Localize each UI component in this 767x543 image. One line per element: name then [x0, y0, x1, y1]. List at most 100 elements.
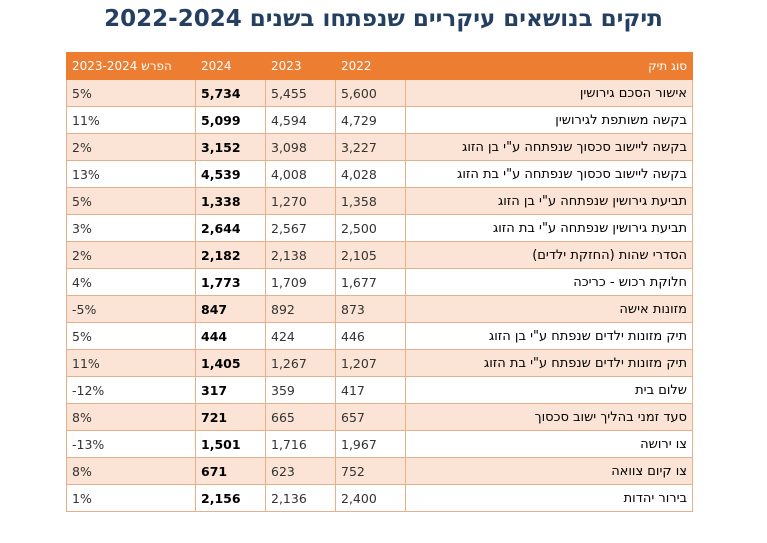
row-value-2023: 2,138: [265, 241, 336, 269]
row-value-2022: 1,967: [335, 430, 406, 458]
header-category: סוג תיק: [405, 52, 693, 80]
row-value-2022: 3,227: [335, 133, 406, 161]
row-category: בקשה ליישוב סכסוך שנפתחה ע"י בן הזוג: [405, 133, 693, 161]
row-diff: 1%: [66, 484, 196, 512]
row-category: בירור יהדות: [405, 484, 693, 512]
row-value-2022: 1,358: [335, 187, 406, 215]
row-diff: -5%: [66, 295, 196, 323]
row-category: תיק מזונות ילדים שנפתח ע"י בן הזוג: [405, 322, 693, 350]
table-row: בקשה משותפת לגירושין 4,729 4,594 5,099 11%: [66, 106, 693, 134]
table-row: בקשה ליישוב סכסוך שנפתחה ע"י בת הזוג 4,02…: [66, 160, 693, 188]
row-diff: 3%: [66, 214, 196, 242]
row-value-2022: 4,729: [335, 106, 406, 134]
row-value-2022: 417: [335, 376, 406, 404]
row-category: שלום בית: [405, 376, 693, 404]
row-value-2024: 1,773: [195, 268, 266, 296]
row-diff: -12%: [66, 376, 196, 404]
table-row: שלום בית 417 359 317 -12%: [66, 376, 693, 404]
row-value-2024: 2,644: [195, 214, 266, 242]
table-row: מזונות אישה 873 892 847 -5%: [66, 295, 693, 323]
row-value-2023: 2,136: [265, 484, 336, 512]
row-value-2022: 873: [335, 295, 406, 323]
header-2024: 2024: [195, 52, 266, 80]
row-value-2022: 1,207: [335, 349, 406, 377]
row-value-2022: 4,028: [335, 160, 406, 188]
row-category: חלוקת רכוש - כריכה: [405, 268, 693, 296]
row-value-2024: 2,156: [195, 484, 266, 512]
row-value-2022: 2,105: [335, 241, 406, 269]
row-category: תביעת גירושין שנפתחה ע"י בת הזוג: [405, 214, 693, 242]
row-diff: 11%: [66, 349, 196, 377]
row-value-2023: 1,267: [265, 349, 336, 377]
row-value-2024: 317: [195, 376, 266, 404]
row-diff: 11%: [66, 106, 196, 134]
row-value-2023: 1,709: [265, 268, 336, 296]
row-value-2024: 671: [195, 457, 266, 485]
table-row: הסדרי שהות (החזקת ילדים) 2,105 2,138 2,182 2…: [66, 241, 693, 269]
row-category: צו ירושה: [405, 430, 693, 458]
row-category: בקשה ליישוב סכסוך שנפתחה ע"י בת הזוג: [405, 160, 693, 188]
row-value-2024: 444: [195, 322, 266, 350]
row-value-2023: 5,455: [265, 79, 336, 107]
table-header-row: סוג תיק 2022 2023 2024 הפרש 2023-2024: [66, 52, 693, 80]
page-title: תיקים בנושאים עיקריים שנפתחו בשנים 2022-…: [104, 6, 663, 32]
row-value-2022: 446: [335, 322, 406, 350]
row-value-2024: 1,338: [195, 187, 266, 215]
row-value-2024: 721: [195, 403, 266, 431]
row-diff: 8%: [66, 403, 196, 431]
row-value-2022: 2,500: [335, 214, 406, 242]
row-value-2024: 1,405: [195, 349, 266, 377]
row-diff: 5%: [66, 322, 196, 350]
row-category: מזונות אישה: [405, 295, 693, 323]
table-row: צו ירושה 1,967 1,716 1,501 -13%: [66, 430, 693, 458]
row-category: סעד זמני בהליך ישוב סכסוך: [405, 403, 693, 431]
row-diff: 2%: [66, 241, 196, 269]
row-value-2023: 3,098: [265, 133, 336, 161]
header-2023: 2023: [265, 52, 336, 80]
header-diff: הפרש 2023-2024: [66, 52, 196, 80]
table-row: חלוקת רכוש - כריכה 1,677 1,709 1,773 4%: [66, 268, 693, 296]
table-row: בקשה ליישוב סכסוך שנפתחה ע"י בן הזוג 3,22…: [66, 133, 693, 161]
row-diff: 13%: [66, 160, 196, 188]
row-value-2023: 623: [265, 457, 336, 485]
row-value-2023: 665: [265, 403, 336, 431]
row-value-2024: 5,734: [195, 79, 266, 107]
row-value-2023: 424: [265, 322, 336, 350]
row-diff: 4%: [66, 268, 196, 296]
row-value-2024: 4,539: [195, 160, 266, 188]
row-value-2023: 1,716: [265, 430, 336, 458]
table-row: סעד זמני בהליך ישוב סכסוך 657 665 721 8%: [66, 403, 693, 431]
row-diff: 5%: [66, 187, 196, 215]
row-category: אישור הסכם גירושין: [405, 79, 693, 107]
row-category: צו קיום צוואה: [405, 457, 693, 485]
row-diff: 8%: [66, 457, 196, 485]
row-value-2024: 1,501: [195, 430, 266, 458]
row-value-2022: 1,677: [335, 268, 406, 296]
row-value-2024: 5,099: [195, 106, 266, 134]
cases-table: סוג תיק 2022 2023 2024 הפרש 2023-2024 אי…: [66, 52, 693, 512]
table-row: תביעת גירושין שנפתחה ע"י בן הזוג 1,358 1,2…: [66, 187, 693, 215]
table-row: צו קיום צוואה 752 623 671 8%: [66, 457, 693, 485]
row-diff: 2%: [66, 133, 196, 161]
table-row: אישור הסכם גירושין 5,600 5,455 5,734 5%: [66, 79, 693, 107]
row-value-2023: 4,594: [265, 106, 336, 134]
row-value-2022: 5,600: [335, 79, 406, 107]
header-2022: 2022: [335, 52, 406, 80]
row-category: תיק מזונות ילדים שנפתח ע"י בת הזוג: [405, 349, 693, 377]
table-row: תיק מזונות ילדים שנפתח ע"י בת הזוג 1,207 1…: [66, 349, 693, 377]
row-value-2022: 2,400: [335, 484, 406, 512]
row-value-2024: 3,152: [195, 133, 266, 161]
table-row: תיק מזונות ילדים שנפתח ע"י בן הזוג 446 424…: [66, 322, 693, 350]
row-category: תביעת גירושין שנפתחה ע"י בן הזוג: [405, 187, 693, 215]
table-body: אישור הסכם גירושין 5,600 5,455 5,734 5% בקשה …: [66, 79, 693, 512]
table-row: בירור יהדות 2,400 2,136 2,156 1%: [66, 484, 693, 512]
row-value-2022: 752: [335, 457, 406, 485]
row-diff: -13%: [66, 430, 196, 458]
row-value-2024: 2,182: [195, 241, 266, 269]
row-value-2022: 657: [335, 403, 406, 431]
row-value-2023: 4,008: [265, 160, 336, 188]
row-diff: 5%: [66, 79, 196, 107]
table-row: תביעת גירושין שנפתחה ע"י בת הזוג 2,500 2,5…: [66, 214, 693, 242]
row-value-2023: 1,270: [265, 187, 336, 215]
row-category: הסדרי שהות (החזקת ילדים): [405, 241, 693, 269]
